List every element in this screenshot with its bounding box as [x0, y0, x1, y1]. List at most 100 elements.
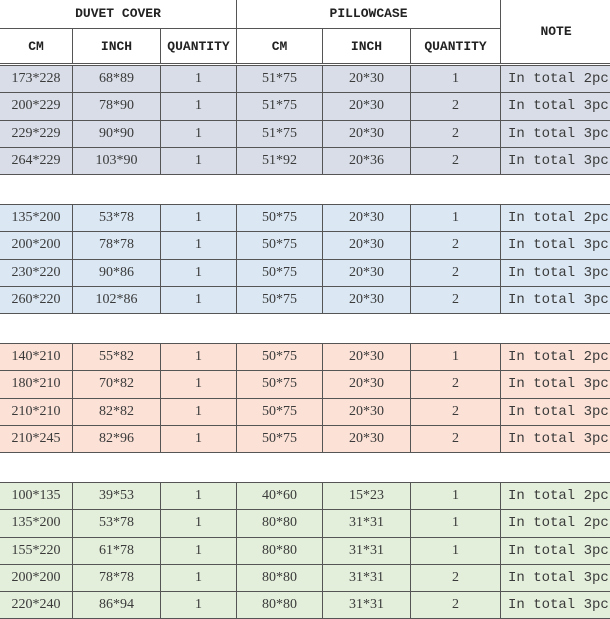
- duvet-cm-cell: 210*245: [0, 425, 73, 452]
- note-cell: In total 2pcs: [501, 344, 610, 371]
- pillow-quantity-cell: 1: [411, 510, 501, 537]
- pillow-cm-cell: 51*92: [237, 147, 323, 174]
- duvet-cm-cell: 100*135: [0, 483, 73, 510]
- pillow-quantity-cell: 2: [411, 259, 501, 286]
- note-cell: In total 3pcs: [501, 537, 610, 564]
- note-cell: In total 2pcs: [501, 510, 610, 537]
- pillow-quantity-cell: 2: [411, 398, 501, 425]
- duvet-cm-cell: 200*200: [0, 232, 73, 259]
- pillow-quantity-cell: 1: [411, 205, 501, 232]
- duvet-inch-heading: INCH: [73, 29, 161, 64]
- duvet-cm-cell: 210*210: [0, 398, 73, 425]
- duvet-cm-cell: 230*220: [0, 259, 73, 286]
- duvet-quantity-cell: 1: [161, 147, 237, 174]
- pillow-inch-cell: 31*31: [323, 537, 411, 564]
- note-cell: In total 2pcs: [501, 205, 610, 232]
- pillow-cm-cell: 51*75: [237, 93, 323, 120]
- note-cell: In total 3pcs: [501, 232, 610, 259]
- pillow-cm-cell: 50*75: [237, 344, 323, 371]
- pillow-cm-cell: 40*60: [237, 483, 323, 510]
- pillow-inch-heading: INCH: [323, 29, 411, 64]
- pillow-inch-cell: 20*30: [323, 232, 411, 259]
- pillow-cm-cell: 51*75: [237, 66, 323, 93]
- pillow-inch-cell: 20*30: [323, 344, 411, 371]
- duvet-inch-cell: 82*82: [73, 398, 161, 425]
- size-table-header: DUVET COVER PILLOWCASE NOTE CM INCH QUAN…: [0, 0, 610, 64]
- pillow-cm-heading: CM: [237, 29, 323, 64]
- duvet-quantity-cell: 1: [161, 93, 237, 120]
- pillow-cm-cell: 50*75: [237, 371, 323, 398]
- pillow-inch-cell: 31*31: [323, 592, 411, 619]
- pillow-inch-cell: 20*30: [323, 425, 411, 452]
- duvet-quantity-cell: 1: [161, 398, 237, 425]
- pillow-cm-cell: 50*75: [237, 259, 323, 286]
- note-cell: In total 3pcs: [501, 259, 610, 286]
- duvet-cm-cell: 135*200: [0, 205, 73, 232]
- note-cell: In total 3pcs: [501, 398, 610, 425]
- pillow-quantity-cell: 2: [411, 147, 501, 174]
- note-cell: In total 3pcs: [501, 425, 610, 452]
- duvet-quantity-cell: 1: [161, 425, 237, 452]
- duvet-inch-cell: 39*53: [73, 483, 161, 510]
- pillow-quantity-cell: 2: [411, 425, 501, 452]
- duvet-cm-cell: 200*229: [0, 93, 73, 120]
- pillow-cm-cell: 50*75: [237, 232, 323, 259]
- pillowcase-heading: PILLOWCASE: [237, 0, 501, 29]
- duvet-cm-cell: 260*220: [0, 286, 73, 313]
- pillow-quantity-heading: QUANTITY: [411, 29, 501, 64]
- pillow-cm-cell: 50*75: [237, 398, 323, 425]
- pillow-cm-cell: 80*80: [237, 592, 323, 619]
- duvet-quantity-cell: 1: [161, 537, 237, 564]
- duvet-cover-heading: DUVET COVER: [0, 0, 237, 29]
- duvet-inch-cell: 102*86: [73, 286, 161, 313]
- pillow-inch-cell: 20*30: [323, 93, 411, 120]
- duvet-inch-cell: 90*86: [73, 259, 161, 286]
- pillow-inch-cell: 31*31: [323, 510, 411, 537]
- duvet-quantity-cell: 1: [161, 205, 237, 232]
- pillow-quantity-cell: 2: [411, 232, 501, 259]
- duvet-cm-cell: 135*200: [0, 510, 73, 537]
- pillow-inch-cell: 20*36: [323, 147, 411, 174]
- duvet-inch-cell: 68*89: [73, 66, 161, 93]
- duvet-quantity-cell: 1: [161, 371, 237, 398]
- duvet-cm-cell: 180*210: [0, 371, 73, 398]
- pillow-quantity-cell: 1: [411, 537, 501, 564]
- duvet-quantity-cell: 1: [161, 259, 237, 286]
- pillow-quantity-cell: 1: [411, 344, 501, 371]
- duvet-inch-cell: 55*82: [73, 344, 161, 371]
- pillow-inch-cell: 20*30: [323, 120, 411, 147]
- duvet-inch-cell: 78*78: [73, 564, 161, 591]
- note-heading: NOTE: [501, 0, 610, 64]
- duvet-quantity-cell: 1: [161, 592, 237, 619]
- duvet-quantity-cell: 1: [161, 232, 237, 259]
- pillow-quantity-cell: 2: [411, 592, 501, 619]
- note-cell: In total 3pcs: [501, 93, 610, 120]
- duvet-inch-cell: 70*82: [73, 371, 161, 398]
- pillow-cm-cell: 80*80: [237, 537, 323, 564]
- note-cell: In total 3pcs: [501, 286, 610, 313]
- note-cell: In total 2pcs: [501, 483, 610, 510]
- duvet-quantity-cell: 1: [161, 483, 237, 510]
- duvet-inch-cell: 90*90: [73, 120, 161, 147]
- duvet-cm-cell: 200*200: [0, 564, 73, 591]
- duvet-quantity-cell: 1: [161, 344, 237, 371]
- duvet-quantity-cell: 1: [161, 120, 237, 147]
- duvet-cm-cell: 173*228: [0, 66, 73, 93]
- duvet-inch-cell: 61*78: [73, 537, 161, 564]
- pillow-cm-cell: 50*75: [237, 205, 323, 232]
- pillow-inch-cell: 20*30: [323, 286, 411, 313]
- duvet-cm-cell: 229*229: [0, 120, 73, 147]
- pillow-cm-cell: 51*75: [237, 120, 323, 147]
- duvet-quantity-cell: 1: [161, 510, 237, 537]
